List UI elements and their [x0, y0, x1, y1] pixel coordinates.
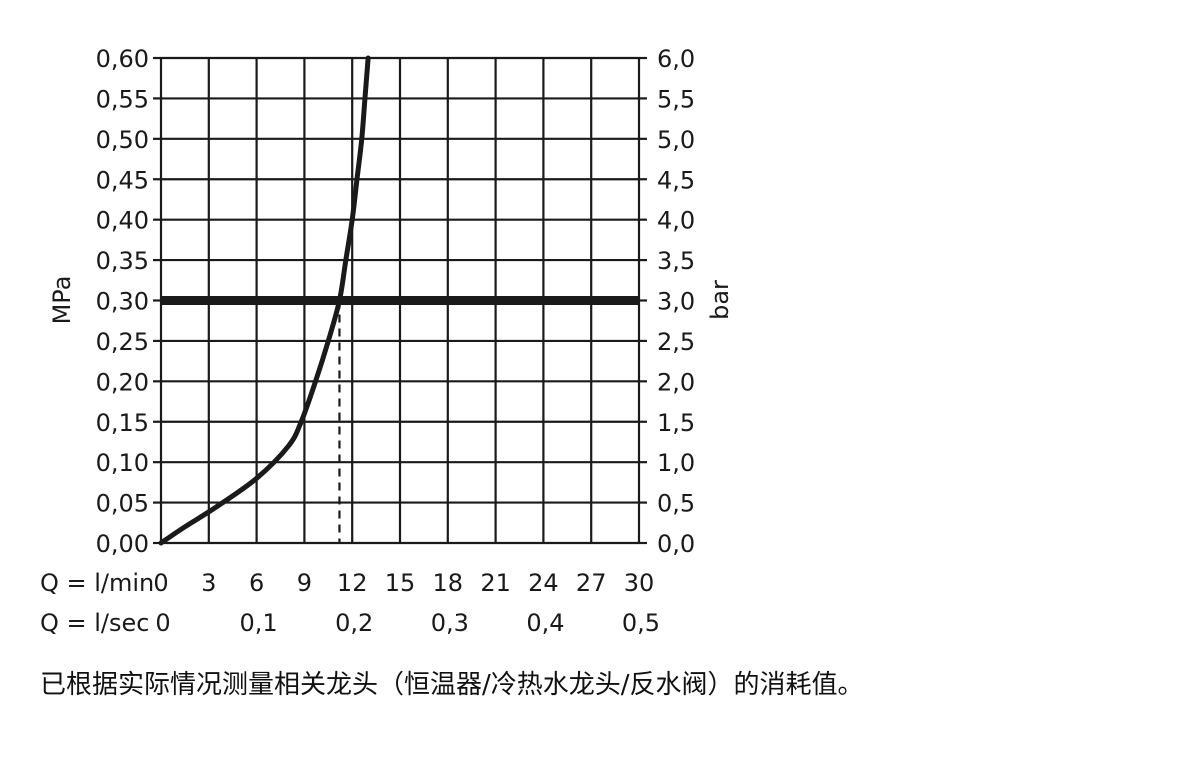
- y-ticks-right: 0,0 0,5 1,0 1,5 2,0 2,5 3,0 3,5 4,0 4,5 5,0 5,5 6,0: [657, 45, 695, 558]
- x-tick-label-lmin: 18: [433, 569, 464, 597]
- y-tick-label-left: 0,15: [96, 409, 149, 437]
- x-tick-label-lmin: 0: [153, 569, 168, 597]
- y-tick-label-right: 0,5: [657, 490, 695, 518]
- x-tick-label-lsec: 0: [155, 609, 170, 637]
- y-tick-label-left: 0,50: [96, 126, 149, 154]
- y-tick-label-left: 0,45: [96, 166, 149, 194]
- y-tick-label-left: 0,10: [96, 449, 149, 477]
- y-axis-right-title: bar: [706, 280, 734, 320]
- y-tick-label-right: 5,0: [657, 126, 695, 154]
- reference-line-group: [161, 296, 639, 543]
- flow-curve: [158, 55, 371, 546]
- footnote: 已根据实际情况测量相关龙头（恒温器/冷热水龙头/反水阀）的消耗值。: [40, 670, 864, 700]
- x-tick-label-lmin: 6: [249, 569, 264, 597]
- x-tick-label-lmin: 24: [528, 569, 559, 597]
- y-tick-label-right: 3,0: [657, 288, 695, 316]
- x-tick-label-lsec: 0,5: [622, 609, 660, 637]
- y-tick-label-right: 4,0: [657, 207, 695, 235]
- y-tick-label-left: 0,40: [96, 207, 149, 235]
- y-tick-label-left: 0,25: [96, 328, 149, 356]
- y-tick-label-left: 0,60: [96, 45, 149, 73]
- y-tick-label-left: 0,20: [96, 368, 149, 396]
- y-tick-label-right: 1,5: [657, 409, 695, 437]
- x-tick-label-lsec: 0,4: [526, 609, 564, 637]
- y-tick-label-right: 3,5: [657, 247, 695, 275]
- flow-curve-group: [158, 55, 371, 546]
- y-tick-label-left: 0,30: [96, 288, 149, 316]
- y-tick-label-right: 0,0: [657, 530, 695, 558]
- x-tick-label-lmin: 21: [480, 569, 511, 597]
- y-tick-label-right: 5,5: [657, 85, 695, 113]
- x-axis-lmin-title: Q = l/min: [40, 569, 154, 597]
- x-tick-label-lsec: 0,3: [431, 609, 469, 637]
- y-tick-label-left: 0,55: [96, 85, 149, 113]
- y-tick-label-right: 1,0: [657, 449, 695, 477]
- y-ticks-left: 0,00 0,05 0,10 0,15 0,20 0,25 0,30 0,35 0,40 0,45…: [96, 45, 149, 558]
- y-axis-left-title: MPa: [48, 276, 76, 325]
- x-tick-label-lmin: 3: [201, 569, 216, 597]
- y-tick-label-left: 0,05: [96, 490, 149, 518]
- y-tick-label-right: 6,0: [657, 45, 695, 73]
- y-tick-label-right: 2,0: [657, 368, 695, 396]
- x-tick-label-lsec: 0,1: [240, 609, 278, 637]
- x-tick-label-lmin: 9: [297, 569, 312, 597]
- x-ticks-lsec: 0 0,1 0,2 0,3 0,4 0,5: [155, 609, 660, 637]
- x-tick-label-lmin: 27: [576, 569, 607, 597]
- y-tick-label-right: 2,5: [657, 328, 695, 356]
- x-tick-label-lmin: 15: [385, 569, 416, 597]
- y-tick-label-right: 4,5: [657, 166, 695, 194]
- y-tick-label-left: 0,00: [96, 530, 149, 558]
- x-tick-label-lmin: 30: [624, 569, 655, 597]
- x-axis-lsec-title: Q = l/sec: [40, 609, 149, 637]
- x-tick-label-lsec: 0,2: [335, 609, 373, 637]
- y-tick-label-left: 0,35: [96, 247, 149, 275]
- x-ticks-lmin: 0 3 6 9 12 15 18 21 24 27 30: [153, 569, 654, 597]
- x-tick-label-lmin: 12: [337, 569, 368, 597]
